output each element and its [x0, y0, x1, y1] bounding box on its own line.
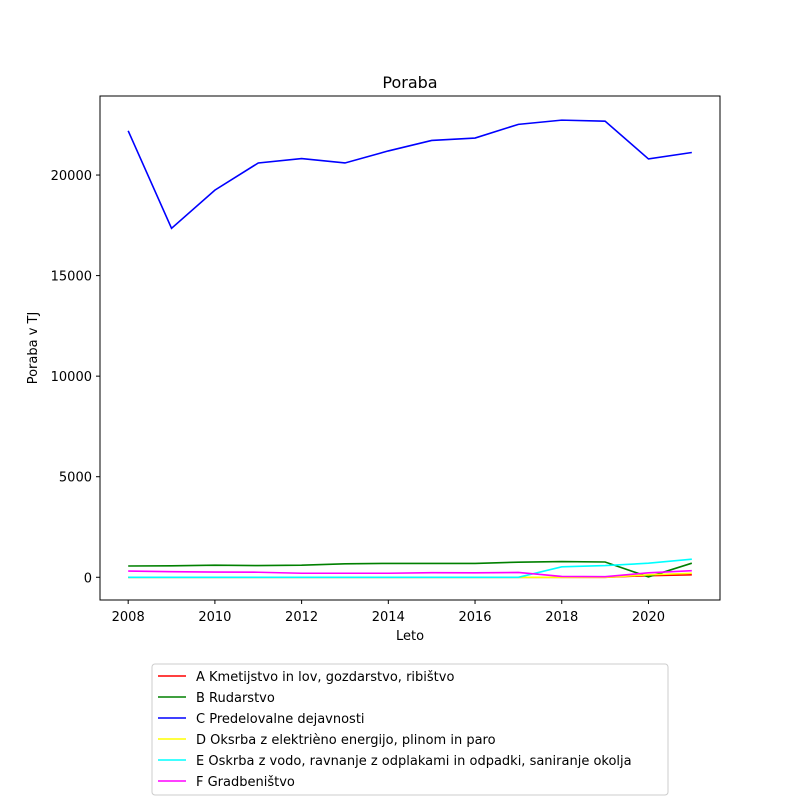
- x-tick-label: 2016: [458, 610, 491, 625]
- y-axis: 0 5000 10000 15000 20000: [51, 169, 100, 586]
- x-axis-label: Leto: [396, 629, 424, 644]
- y-axis-label: Poraba v TJ: [26, 312, 41, 385]
- x-tick-label: 2014: [372, 610, 405, 625]
- chart-title: Poraba: [382, 73, 437, 92]
- series-line-5: [128, 569, 692, 578]
- x-tick-label: 2020: [632, 610, 665, 625]
- y-tick-label: 10000: [51, 370, 92, 385]
- y-tick-label: 20000: [51, 169, 92, 184]
- plot-frame: [99, 95, 721, 601]
- legend-label: B Rudarstvo: [196, 691, 275, 706]
- legend-label: A Kmetijstvo in lov, gozdarstvo, ribištv…: [196, 670, 454, 685]
- legend-label: F Gradbeništvo: [196, 775, 295, 790]
- x-tick-label: 2008: [112, 610, 145, 625]
- x-tick-label: 2012: [285, 610, 318, 625]
- legend-label: E Oskrba z vodo, ravnanje z odplakami in…: [196, 754, 632, 769]
- legend: A Kmetijstvo in lov, gozdarstvo, ribištv…: [151, 663, 669, 796]
- series-line-2: [127, 119, 692, 230]
- plot-lines: [127, 119, 693, 579]
- x-axis: 2008 2010 2012 2014 2016 2018 2020: [112, 600, 665, 625]
- x-tick-label: 2018: [545, 610, 578, 625]
- x-tick-label: 2010: [198, 610, 231, 625]
- y-tick-label: 15000: [51, 270, 92, 285]
- series-line-4: [128, 558, 692, 579]
- y-tick-label: 5000: [59, 471, 92, 486]
- series-line-1: [128, 560, 693, 578]
- y-tick-label: 0: [84, 571, 92, 586]
- legend-label: D Oksrba z elektrièno energijo, plinom i…: [196, 733, 496, 748]
- legend-box: [151, 663, 669, 796]
- legend-label: C Predelovalne dejavnosti: [196, 712, 365, 727]
